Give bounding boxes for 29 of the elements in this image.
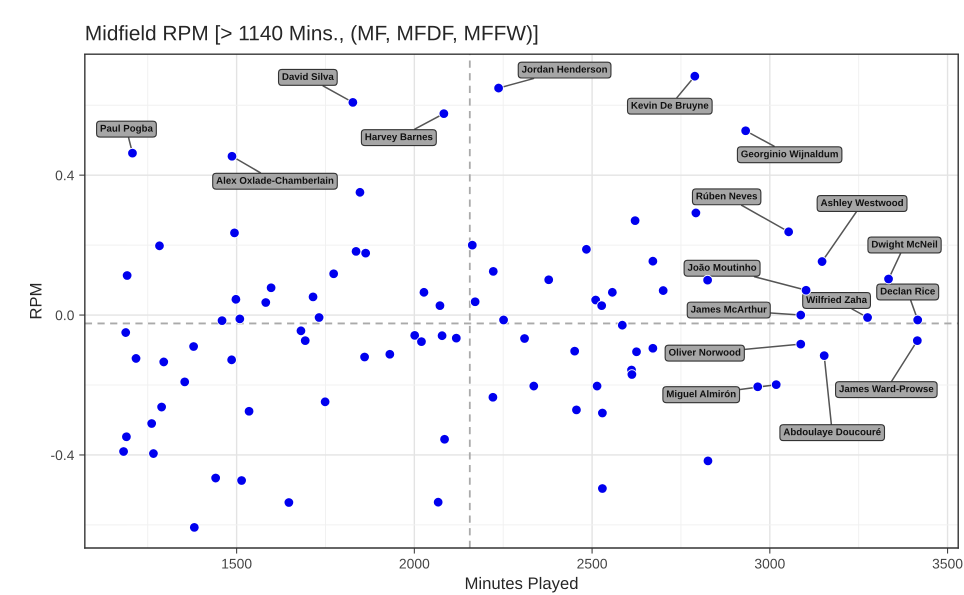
y-tick-label: 0.4 xyxy=(56,170,74,180)
annotation: Ashley Westwood xyxy=(820,199,903,208)
annotation: Dwight McNeil xyxy=(872,240,938,250)
annotation: Oliver Norwood xyxy=(668,348,740,356)
x-axis-title: Minutes Played xyxy=(466,576,578,592)
annotation: James McArthur xyxy=(690,306,767,313)
annotation: Georginio Wijnaldum xyxy=(741,150,838,160)
annotation: Abdoulaye Doucouré xyxy=(784,428,881,438)
annotation: Alex Oxlade-Chamberlain xyxy=(216,176,334,184)
x-tick-label: 3500 xyxy=(932,558,962,569)
y-tick-label: 0.0 xyxy=(56,310,74,320)
annotation: Wilfried Zaha xyxy=(806,296,868,304)
annotation: João Moutinho xyxy=(688,264,756,271)
x-tick-label: 3000 xyxy=(754,558,785,569)
annotation: Jordan Henderson xyxy=(522,66,607,73)
y-tick-label: -0.4 xyxy=(51,450,74,460)
chart-title: Midfield RPM [> 1140 Mins., (MF, MFDF, MFFW)] xyxy=(86,25,538,45)
x-tick-label: 2500 xyxy=(577,558,607,569)
annotation: James Ward-Prowse xyxy=(839,385,934,392)
annotation: David Silva xyxy=(282,72,334,80)
annotation: Miguel Almirón xyxy=(666,390,736,400)
annotation: Declan Rice xyxy=(880,287,935,295)
annotation: Rúben Neves xyxy=(696,192,758,200)
annotation: Harvey Barnes xyxy=(365,133,433,142)
y-axis-title: RPM xyxy=(30,284,42,318)
x-tick-label: 2000 xyxy=(400,558,430,569)
x-tick-label: 1500 xyxy=(222,558,252,569)
annotation: Paul Pogba xyxy=(100,124,153,134)
annotation: Kevin De Bruyne xyxy=(632,102,708,111)
